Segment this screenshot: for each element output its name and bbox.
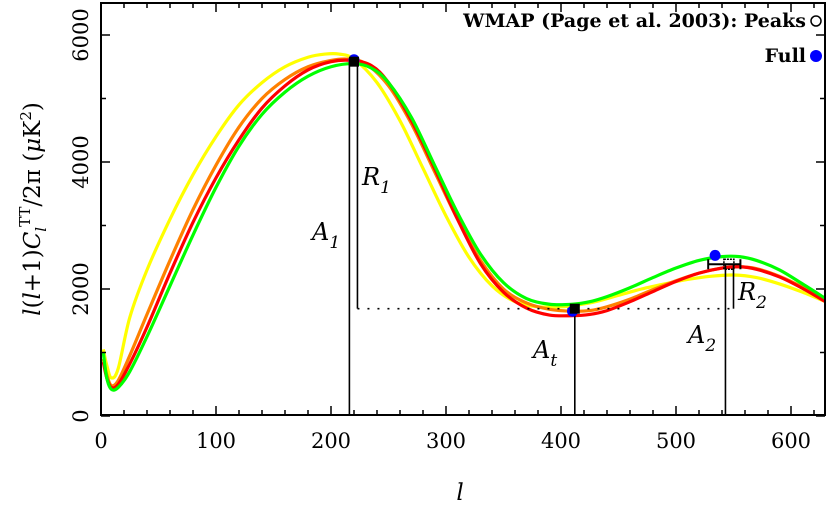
annotation-R2: R2 [737,278,767,313]
plot-frame [100,2,826,416]
legend-filled-circle-icon [810,50,822,62]
peak-point [569,303,580,314]
legend-open-circle-icon [810,15,822,27]
x-tick-label: 400 [541,429,581,453]
yellow-model-curve [102,51,824,380]
annotation-A2: A2 [686,321,716,356]
green-model-curve [102,61,824,392]
y-tick-label: 4000 [69,135,93,188]
y-tick-label: 6000 [69,8,93,61]
annotation-lines [348,61,735,415]
x-tick-label: 0 [94,429,107,453]
y-tick-label: 0 [69,409,93,422]
svg-text:2000: 2000 [69,262,93,315]
orange-model-curve [102,57,824,388]
full-fit-point [709,249,721,261]
legend-full-label: Full [765,45,806,67]
data-markers [348,54,742,317]
x-tick-label: 500 [656,429,696,453]
x-tick-label: 600 [771,429,811,453]
axis-ticks [100,3,825,417]
y-axis-title: l(l+1)ClTT/2π (μK2) [16,102,50,316]
peak-point [349,56,359,67]
x-tick-label: 200 [311,429,351,453]
annotation-At: At [531,336,557,371]
x-tick-label: 300 [426,429,466,453]
svg-text:l(l+1)ClTT/2π (μK2): l(l+1)ClTT/2π (μK2) [16,102,50,316]
peak-point [723,258,735,270]
y-tick-label: 2000 [69,262,93,315]
model-curves [102,51,824,392]
x-tick-label: 100 [196,429,236,453]
annotation-R1: R1 [361,163,391,198]
x-axis-title: l [456,480,463,506]
legend-peaks-label: WMAP (Page et al. 2003): Peaks [462,10,806,32]
svg-text:6000: 6000 [69,8,93,61]
svg-text:4000: 4000 [69,135,93,188]
annotation-A1: A1 [310,218,340,253]
svg-text:0: 0 [69,409,93,422]
